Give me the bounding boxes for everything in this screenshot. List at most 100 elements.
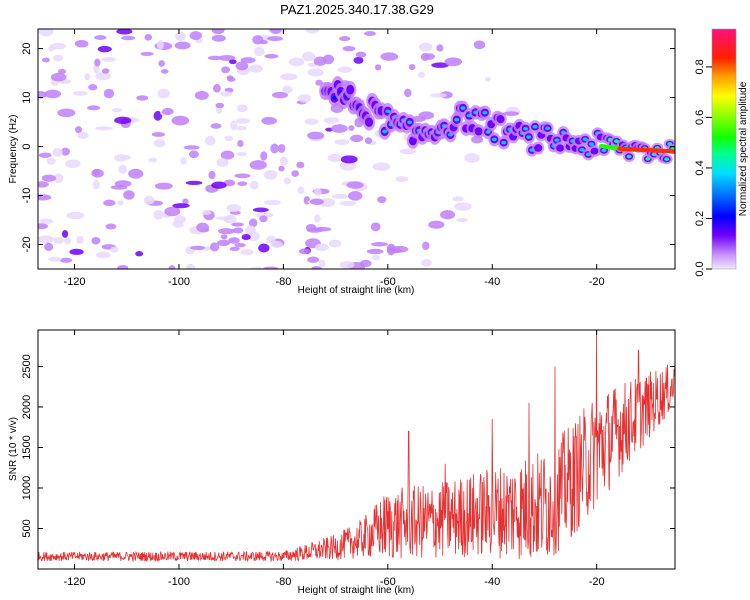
heatmap-noise-blob [148,157,158,163]
heatmap-noise-blob [227,76,236,82]
heatmap-noise-blob [271,240,283,248]
colorbar-ticks: 0.0 0.2 0.4 0.6 0.8 [694,59,712,277]
heatmap-noise-blob [350,134,364,143]
spectrogram-frame [37,28,676,270]
heatmap-noise-blob [297,94,312,103]
heatmap-noise-blob [297,186,305,195]
heatmap-ridge-core [407,120,413,125]
heatmap-ridge-core [601,148,607,153]
heatmap-noise-blob [339,200,357,206]
heatmap-noise-blob [452,196,464,202]
heatmap-noise-blob [327,153,342,162]
heatmap-ridge-body [496,115,505,124]
heatmap-noise-blob [288,57,305,67]
spectrogram-y-tick-label: -20 [21,237,33,253]
heatmap-noise-blob [215,216,234,221]
snr-y-label: SNR (10 * v/v) [8,417,19,481]
heatmap-noise-blob [278,165,285,172]
spectrogram-x-tick-label: -120 [64,276,86,288]
snr-x-tick-label: -100 [168,576,190,588]
heatmap-noise-blob [186,263,196,269]
heatmap-noise-blob [123,190,135,200]
heatmap-noise-blob [151,132,166,137]
heatmap-noise-blob [194,90,209,100]
heatmap-noise-blob [339,261,355,269]
heatmap-noise-blob [189,31,202,41]
heatmap-noise-blob [188,150,199,159]
snr-y-tick-label: 2000 [21,395,33,419]
heatmap-noise-blob [215,102,225,109]
heatmap-ridge-core [626,154,632,159]
chart-title: PAZ1.2025.340.17.38.G29 [280,2,434,17]
heatmap-noise-blob [59,257,73,263]
heatmap-noise-blob [224,135,234,142]
heatmap-noise-blob [263,170,278,180]
heatmap-noise-blob [436,44,444,52]
heatmap-noise-blob [97,45,112,53]
heatmap-noise-blob [428,220,445,229]
heatmap-noise-blob [236,104,248,113]
heatmap-noise-blob [270,143,279,154]
heatmap-noise-blob [253,46,265,57]
heatmap-noise-blob [258,243,270,253]
heatmap-noise-blob [122,155,132,160]
heatmap-noise-blob [77,131,89,139]
heatmap-noise-blob [417,71,425,79]
heatmap-noise-blob [91,236,101,245]
snr-x-tick-label: -40 [484,576,500,588]
heatmap-noise-blob [136,95,149,101]
heatmap-noise-blob [76,235,84,244]
heatmap-noise-blob [185,180,203,186]
heatmap-noise-blob [502,111,520,116]
heatmap-noise-blob [255,212,274,218]
heatmap-noise-blob [263,266,279,269]
heatmap-noise-blob [216,158,229,167]
heatmap-noise-blob [39,218,54,224]
heatmap-noise-blob [315,79,323,86]
heatmap-ridge-body [365,117,374,127]
heatmap-noise-blob [301,51,316,62]
heatmap-noise-blob [263,199,281,206]
heatmap-noise-blob [53,54,64,62]
heatmap-noise-blob [230,120,238,131]
heatmap-noise-blob [94,35,107,40]
heatmap-noise-blob [210,123,222,129]
heatmap-noise-blob [183,145,200,150]
heatmap-noise-blob [231,222,244,227]
heatmap-ridge-body [556,144,565,152]
heatmap-ridge-core [501,140,507,145]
heatmap-ridge-core [645,157,651,161]
heatmap-noise-blob [380,52,399,61]
heatmap-noise-blob [371,254,380,261]
heatmap-noise-blob [44,89,62,99]
heatmap-ridge-core [664,157,670,161]
heatmap-noise-blob [307,131,325,140]
heatmap-noise-blob [271,91,289,99]
heatmap-noise-blob [38,91,48,99]
heatmap-noise-blob [374,64,382,71]
heatmap-ridge-core [532,124,538,129]
colorbar-gradient [712,29,736,269]
heatmap-noise-blob [218,54,236,61]
heatmap-noise-blob [359,259,372,268]
heatmap-noise-blob [395,176,409,183]
heatmap-noise-blob [307,256,320,263]
heatmap-noise-blob [196,222,210,233]
heatmap-ridge-core [382,129,388,134]
colorbar: 0.0 0.2 0.4 0.6 0.8 Normalized spectral ampl… [694,28,749,277]
spectrogram-y-tick-label: -10 [21,188,33,204]
heatmap-ridge-core [454,117,460,122]
heatmap-noise-blob [314,214,321,223]
heatmap-noise-blob [291,170,300,177]
heatmap-noise-blob [328,239,342,248]
heatmap-noise-blob [182,198,189,205]
heatmap-noise-blob [339,160,357,171]
heatmap-noise-blob [245,225,256,235]
heatmap-noise-blob [201,210,212,215]
heatmap-noise-blob [60,147,70,156]
heatmap-noise-blob [408,64,416,71]
heatmap-noise-blob [431,62,449,68]
heatmap-ridge-body [534,144,543,152]
snr-y-tick-label: 2500 [21,354,33,378]
heatmap-ridge-core [523,126,529,131]
